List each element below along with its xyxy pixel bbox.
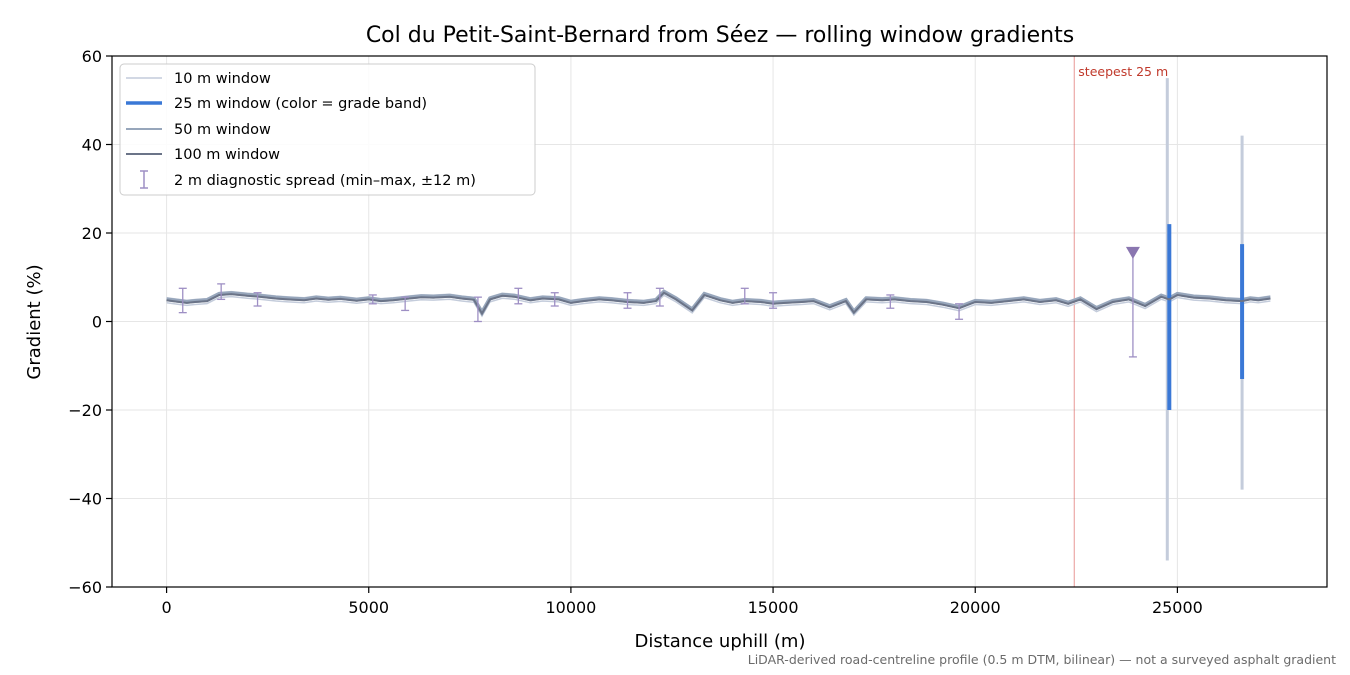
y-axis-label: Gradient (%)	[24, 264, 45, 379]
x-tick-label: 0	[161, 598, 171, 617]
y-tick-label: 60	[82, 47, 102, 66]
annotation-layer: steepest 25 m	[1073, 56, 1168, 587]
legend-label-spread: 2 m diagnostic spread (min–max, ±12 m)	[174, 173, 476, 189]
legend: 10 m window 25 m window (color = grade b…	[119, 63, 536, 196]
legend-label-25m: 25 m window (color = grade band)	[174, 96, 427, 112]
x-axis-ticks: 0 5000 10000 15000 20000 25000	[161, 587, 1203, 617]
y-tick-label: −60	[68, 578, 102, 597]
y-tick-label: 40	[82, 136, 102, 155]
x-axis-label: Distance uphill (m)	[635, 631, 806, 652]
series-100m-line	[166, 291, 1271, 316]
x-tick-label: 10000	[545, 598, 596, 617]
x-tick-label: 5000	[348, 598, 389, 617]
legend-swatch-spread	[140, 170, 148, 189]
y-tick-label: 0	[92, 313, 102, 332]
triangle-down-marker	[1125, 246, 1140, 259]
x-tick-label: 15000	[748, 598, 799, 617]
diagnostic-spread-layer	[178, 246, 1140, 358]
x-tick-label: 20000	[950, 598, 1001, 617]
series-10m-line-lower	[166, 294, 1271, 318]
y-axis-ticks: −60 −40 −20 0 20 40 60	[68, 47, 112, 597]
legend-label-50m: 50 m window	[174, 122, 271, 138]
footnote: LiDAR-derived road-centreline profile (0…	[748, 652, 1336, 667]
legend-label-10m: 10 m window	[174, 71, 271, 87]
y-tick-label: −20	[68, 401, 102, 420]
chart-title: Col du Petit-Saint-Bernard from Séez — r…	[366, 23, 1074, 48]
legend-box	[119, 63, 536, 196]
x-tick-label: 25000	[1152, 598, 1203, 617]
y-tick-label: 20	[82, 224, 102, 243]
legend-label-100m: 100 m window	[174, 147, 280, 163]
series-layer	[166, 78, 1271, 561]
steepest-marker-label: steepest 25 m	[1078, 64, 1168, 79]
y-tick-label: −40	[68, 490, 102, 509]
